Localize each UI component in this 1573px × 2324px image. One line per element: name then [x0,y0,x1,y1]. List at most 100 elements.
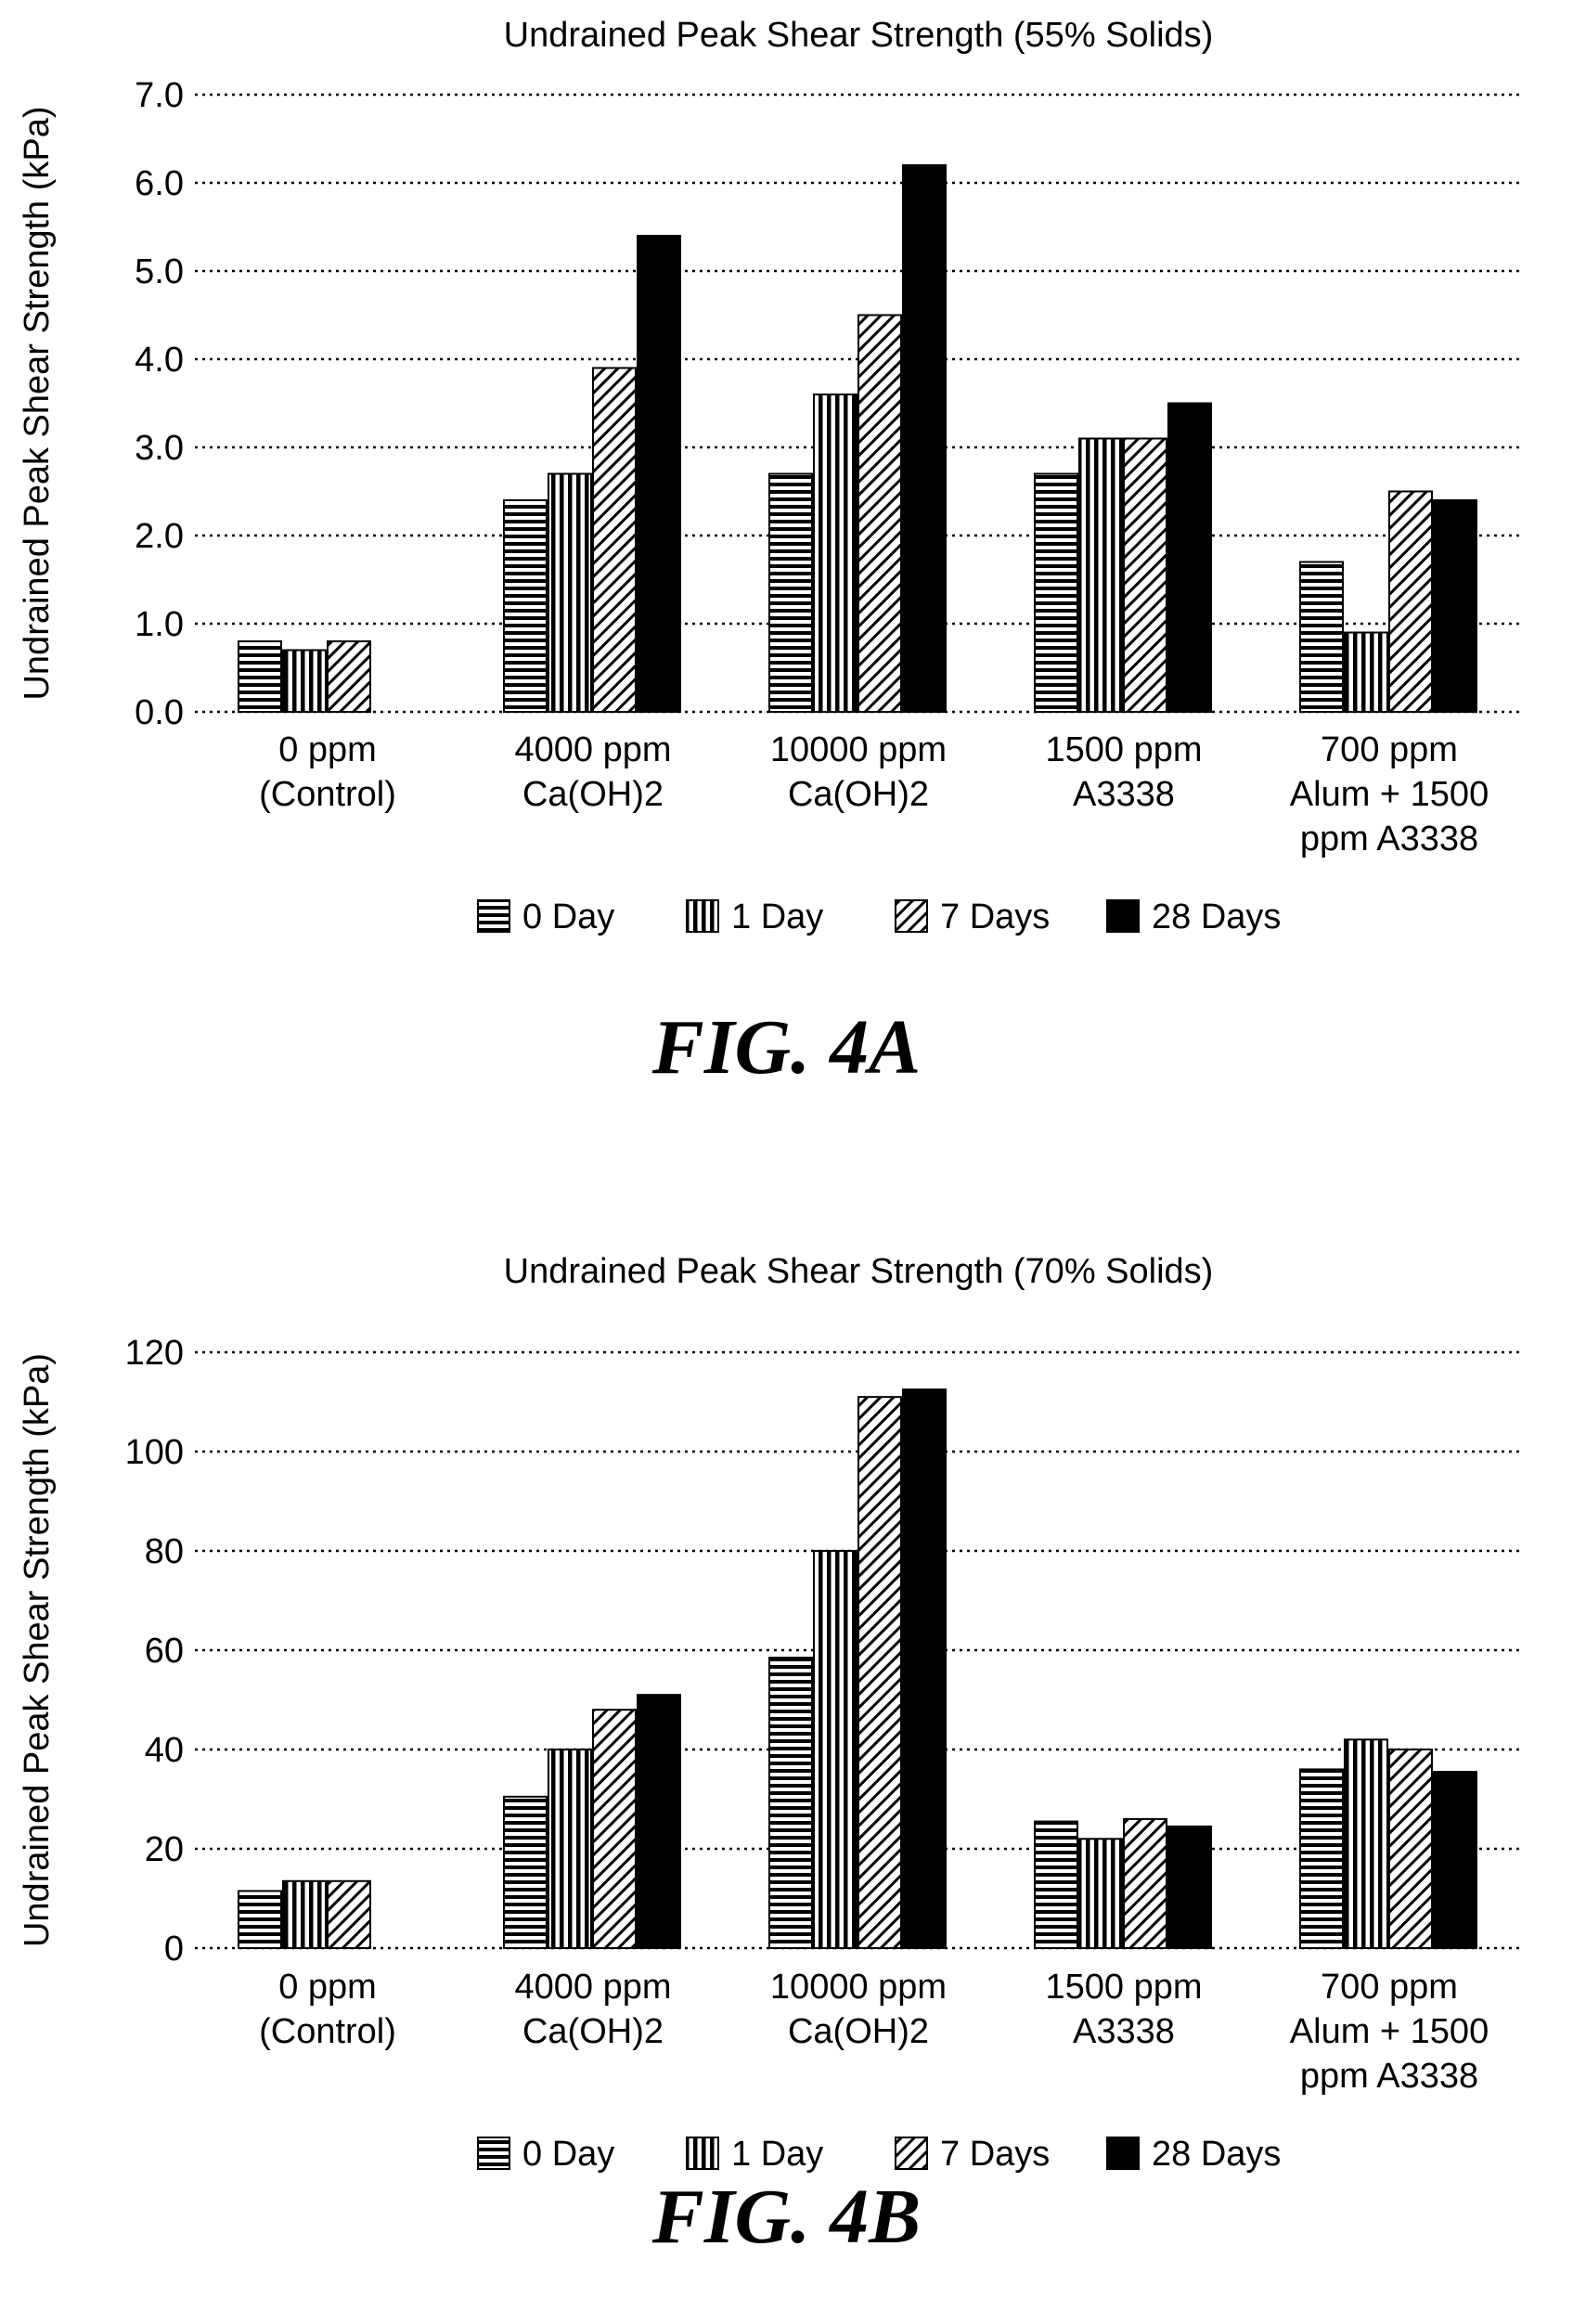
bar-0-day [1034,472,1078,713]
legend-swatch [895,2137,928,2170]
x-tick-label: 1500 ppm [1045,1968,1202,2007]
x-tick-label: A3338 [1073,775,1175,814]
bar-7-days [1388,1749,1433,1949]
x-tick-label: ppm A3338 [1300,2057,1478,2096]
y-tick-label: 2.0 [135,517,184,556]
y-tick-label: 5.0 [135,252,184,291]
y-tick-label: 1.0 [135,605,184,644]
x-tick-label: 1500 ppm [1045,730,1202,769]
bar-1-day [1078,1838,1123,1949]
y-tick-label: 7.0 [135,76,184,115]
x-tick-label: (Control) [259,2012,396,2051]
bar-28-days [1167,1825,1212,1949]
bar-0-day [503,1795,548,1950]
bar-7-days [327,1879,371,1950]
bar-0-day [768,1657,813,1950]
y-tick-label: 6.0 [135,164,184,203]
x-tick-label: A3338 [1073,2012,1175,2051]
legend-label: 28 Days [1152,2135,1281,2174]
x-tick-label: 700 ppm [1321,1968,1458,2007]
y-tick-label: 80 [145,1532,184,1571]
bar-28-days [902,1388,947,1949]
bar-1-day [282,649,327,713]
chart-55-solids: Undrained Peak Shear Strength (55% Solid… [18,16,1522,936]
bar-0-day [1034,1820,1078,1950]
y-tick-label: 0 [164,1930,184,1969]
y-tick-label: 20 [145,1830,184,1869]
bar-1-day [813,1550,857,1949]
chart-title: Undrained Peak Shear Strength (55% Solid… [504,16,1214,55]
x-tick-label: Ca(OH)2 [788,775,929,814]
x-tick-label: 0 ppm [278,730,377,769]
figure-caption: FIG. 4A [651,1004,922,1091]
x-tick-label: 10000 ppm [770,1968,947,2007]
legend-swatch [686,2137,719,2170]
legend-label: 0 Day [522,2135,614,2174]
figure-caption: FIG. 4B [651,2174,922,2260]
bar-1-day [1078,437,1123,713]
bar-1-day [282,1879,327,1950]
x-tick-label: 10000 ppm [770,730,947,769]
bar-28-days [1433,499,1477,713]
x-tick-label: ppm A3338 [1300,820,1478,859]
bar-28-days [637,1694,681,1950]
bar-1-day [548,472,592,713]
bar-7-days [857,1396,902,1949]
legend-label: 7 Days [940,2135,1050,2174]
bar-0-day [238,640,282,713]
bar-7-days [1123,437,1167,713]
bar-0-day [1299,1768,1344,1950]
y-tick-label: 4.0 [135,341,184,380]
legend-swatch [477,899,510,933]
y-tick-label: 3.0 [135,429,184,468]
x-tick-label: Alum + 1500 [1290,775,1489,814]
x-tick-label: 4000 ppm [514,1968,671,2007]
bar-28-days [1433,1771,1477,1950]
x-tick-label: 700 ppm [1321,730,1458,769]
y-tick-label: 100 [125,1433,184,1472]
y-axis-title: Undrained Peak Shear Strength (kPa) [18,106,57,700]
bar-7-days [1388,490,1433,713]
x-tick-label: Ca(OH)2 [788,2012,929,2051]
y-axis-title: Undrained Peak Shear Strength (kPa) [18,1353,57,1947]
bar-0-day [238,1890,282,1949]
legend-label: 0 Day [522,897,614,936]
x-tick-label: Alum + 1500 [1290,2012,1489,2051]
bar-28-days [637,235,681,713]
x-tick-label: 4000 ppm [514,730,671,769]
figure-4a: Undrained Peak Shear Strength (55% Solid… [0,0,1573,1160]
legend-label: 28 Days [1152,897,1281,936]
bar-1-day [1344,1738,1388,1949]
bar-1-day [1344,631,1388,713]
legend-label: 1 Day [731,897,823,936]
bar-1-day [548,1749,592,1949]
legend-swatch [477,2137,510,2170]
y-tick-label: 60 [145,1632,184,1671]
y-tick-label: 120 [125,1334,184,1373]
legend-label: 1 Day [731,2135,823,2174]
chart-70-solids: Undrained Peak Shear Strength (70% Solid… [18,1252,1522,2174]
bar-7-days [592,367,637,713]
bar-7-days [592,1709,637,1949]
x-tick-label: (Control) [259,775,396,814]
chart-title: Undrained Peak Shear Strength (70% Solid… [504,1252,1214,1291]
figure-4b: Undrained Peak Shear Strength (70% Solid… [0,1160,1573,2324]
legend-swatch [1106,2137,1140,2170]
y-tick-label: 40 [145,1731,184,1770]
legend-label: 7 Days [940,897,1050,936]
bar-7-days [327,640,371,713]
legend-swatch [1106,899,1140,933]
bar-7-days [1123,1817,1167,1950]
bar-28-days [1167,402,1212,713]
bar-1-day [813,394,857,713]
bar-28-days [902,164,947,713]
x-tick-label: 0 ppm [278,1968,377,2007]
bar-0-day [768,472,813,713]
x-tick-label: Ca(OH)2 [522,2012,664,2051]
y-tick-label: 0.0 [135,693,184,732]
legend-swatch [895,899,928,933]
x-tick-label: Ca(OH)2 [522,775,664,814]
legend-swatch [686,899,719,933]
bar-7-days [857,314,902,713]
bar-0-day [1299,561,1344,713]
